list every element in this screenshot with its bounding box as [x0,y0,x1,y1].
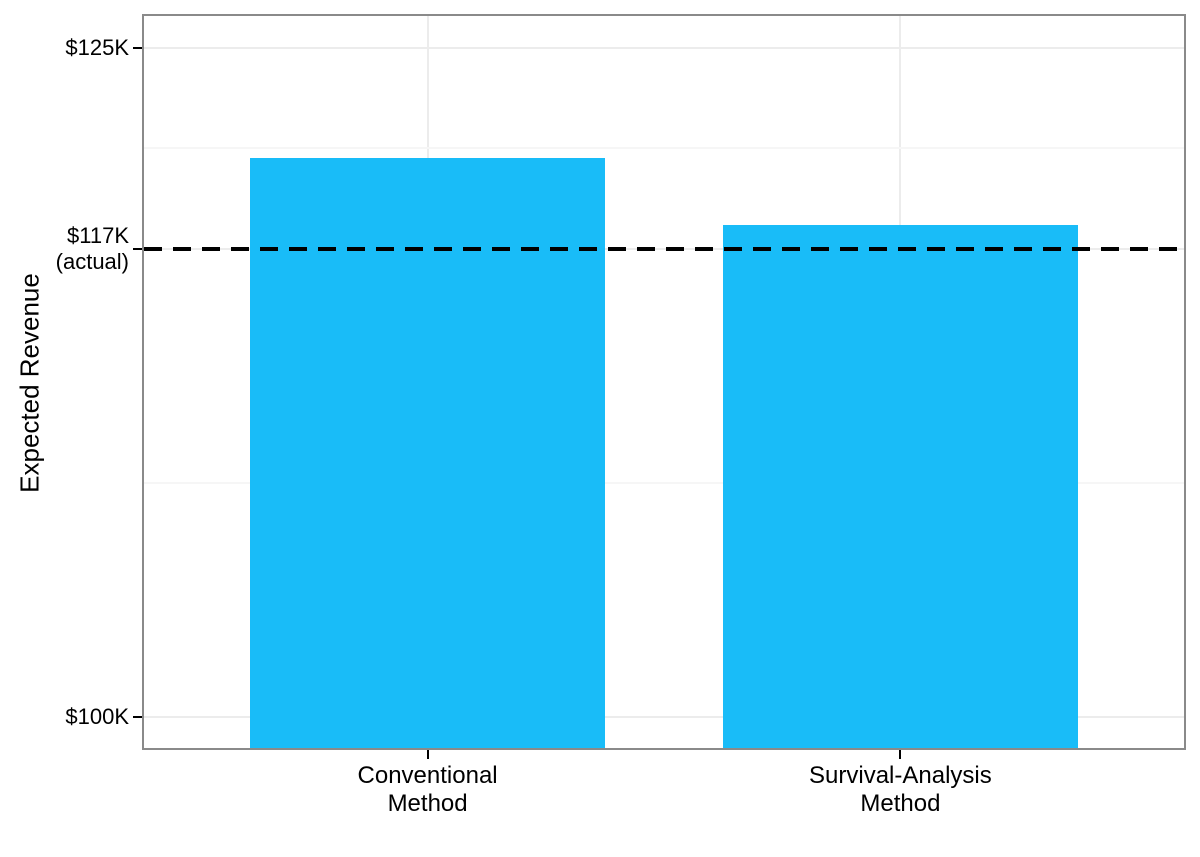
bar-conventional [250,157,605,748]
gridline-major-125 [144,47,1184,50]
y-tick-label-125: $125K [0,35,129,61]
reference-line-actual [144,246,1184,251]
y-tick-label-line: $100K [65,704,129,730]
plot-panel [142,14,1186,750]
y-tick-label-line: $125K [65,35,129,61]
y-tick-mark-100 [133,716,142,719]
y-tick-label-100: $100K [0,704,129,730]
y-tick-label-line: $117K [67,222,129,248]
x-tick-label-survival-analysis: Survival-Analysis Method [730,762,1070,818]
y-tick-label-117.5: $117K (actual) [0,223,129,275]
x-tick-label-line: Survival-Analysis [809,762,992,789]
x-tick-label-conventional: Conventional Method [258,762,598,818]
y-axis-title: Expected Revenue [14,273,45,493]
x-tick-label-line: Conventional [357,762,498,789]
gridline-minor-121.25 [144,147,1184,150]
x-tick-label-line: Method [387,790,468,817]
x-tick-mark-conventional [426,750,429,759]
x-tick-mark-survival-analysis [899,750,902,759]
y-tick-label-line: (actual) [55,248,129,274]
gridline-minor-108.75 [144,482,1184,485]
gridline-major-100 [144,716,1184,719]
x-tick-label-line: Method [860,790,941,817]
bar-survival-analysis [723,224,1078,748]
y-tick-mark-125 [133,47,142,50]
y-tick-mark-117.5 [133,247,142,250]
